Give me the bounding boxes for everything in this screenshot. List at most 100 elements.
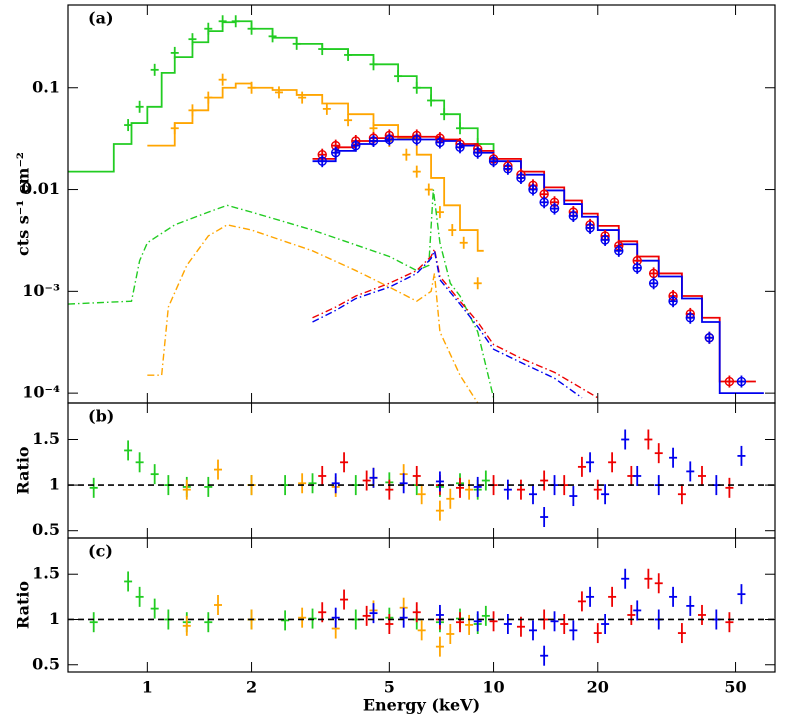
- plot-area: [89, 429, 746, 528]
- y-tick-label: 1: [49, 475, 60, 494]
- data-point: [724, 375, 735, 388]
- x-tick-label: 5: [384, 678, 395, 697]
- point-circle: [549, 203, 560, 214]
- data-point: [402, 148, 411, 161]
- data-point: [369, 58, 378, 71]
- data-point: [456, 477, 465, 498]
- data-point: [481, 605, 490, 626]
- data-point: [608, 586, 617, 607]
- data-point: [435, 636, 444, 657]
- data-point: [135, 586, 144, 607]
- point-circle: [435, 137, 445, 148]
- data-point: [593, 623, 602, 644]
- x-tick-label: 50: [724, 678, 746, 697]
- data-point: [644, 568, 653, 589]
- data-point: [503, 479, 512, 500]
- point-circle: [736, 376, 747, 387]
- data-point: [298, 91, 307, 104]
- data-point: [685, 311, 695, 324]
- data-point: [600, 233, 610, 246]
- y-tick-label: 1.5: [32, 564, 60, 583]
- data-point: [446, 488, 455, 509]
- data-point: [362, 605, 371, 626]
- data-point: [412, 465, 421, 486]
- data-point: [633, 465, 642, 486]
- data-point: [585, 221, 595, 234]
- data-point: [435, 206, 444, 219]
- plot-area: [89, 568, 746, 666]
- data-point: [188, 104, 197, 117]
- data-point: [529, 620, 538, 641]
- point-circle: [412, 134, 422, 145]
- data-point: [568, 209, 579, 222]
- data-point: [417, 620, 426, 641]
- data-point: [351, 139, 361, 152]
- data-point: [725, 477, 734, 498]
- point-circle: [568, 211, 579, 221]
- data-point: [560, 614, 569, 635]
- data-point: [214, 595, 223, 615]
- data-point: [318, 465, 327, 486]
- y-tick-label: 1: [49, 609, 60, 628]
- x-axis-label: Energy (keV): [363, 696, 480, 715]
- y-tick-label: 0.5: [32, 520, 60, 539]
- data-point: [550, 611, 559, 632]
- point-circle: [724, 376, 735, 387]
- data-point: [473, 146, 483, 159]
- data-point: [577, 591, 586, 612]
- data-point: [204, 476, 213, 497]
- data-point: [540, 507, 549, 528]
- data-point: [435, 136, 445, 149]
- data-point: [435, 471, 444, 492]
- data-point: [455, 141, 465, 154]
- data-point: [446, 623, 455, 644]
- point-circle: [368, 136, 379, 146]
- data-point: [435, 604, 444, 625]
- data-point: [601, 614, 610, 635]
- point-circle: [516, 173, 526, 183]
- data-point: [677, 484, 686, 505]
- data-point: [188, 33, 197, 46]
- panel-label: (a): [88, 9, 114, 28]
- data-point: [569, 486, 578, 507]
- point-circle: [455, 142, 465, 153]
- point-circle: [503, 164, 513, 174]
- y-tick-label: 10⁻⁴: [22, 383, 60, 402]
- data-point: [627, 604, 636, 625]
- data-point: [298, 473, 307, 494]
- data-point: [528, 183, 538, 196]
- data-point: [268, 30, 277, 43]
- data-point: [697, 465, 706, 486]
- data-point: [516, 171, 526, 184]
- data-point: [569, 620, 578, 641]
- panel-frame: [67, 537, 776, 673]
- x-tick-label: 2: [246, 678, 257, 697]
- data-point: [465, 479, 474, 500]
- data-point: [182, 479, 191, 500]
- data-point: [344, 48, 353, 61]
- data-point: [539, 196, 549, 209]
- data-point: [654, 573, 663, 594]
- data-point: [322, 102, 331, 115]
- data-point: [489, 611, 498, 632]
- component-line: [68, 189, 495, 398]
- data-point: [621, 568, 630, 589]
- data-point: [89, 477, 98, 498]
- point-circle: [668, 296, 678, 306]
- data-point: [218, 73, 227, 86]
- data-point: [465, 614, 474, 635]
- data-point: [412, 602, 421, 623]
- data-point: [124, 440, 133, 461]
- point-circle: [539, 197, 549, 207]
- data-point: [654, 443, 663, 464]
- data-point: [298, 607, 307, 628]
- data-point: [89, 612, 98, 633]
- data-point: [170, 122, 179, 135]
- data-point: [593, 479, 602, 500]
- data-point: [601, 484, 610, 505]
- data-point: [677, 623, 686, 644]
- data-point: [170, 46, 179, 59]
- data-point: [516, 479, 525, 500]
- data-point: [736, 375, 747, 388]
- y-axis-label: Ratio: [14, 581, 33, 630]
